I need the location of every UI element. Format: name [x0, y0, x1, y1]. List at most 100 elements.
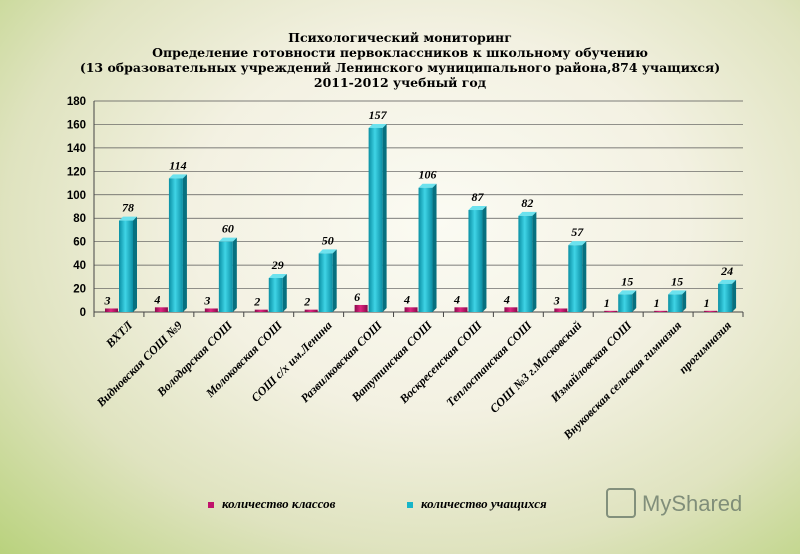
bar-students [318, 253, 333, 312]
presentation-icon [606, 488, 636, 518]
bar-students [518, 215, 533, 312]
chart-title-line-2: Определение готовности первоклассников к… [152, 45, 648, 60]
data-label-students: 87 [471, 190, 484, 204]
y-tick-label: 60 [73, 237, 86, 249]
bar-students [468, 210, 483, 312]
watermark: MyShared [606, 488, 743, 520]
watermark-text: MyShared [642, 490, 743, 516]
y-tick-label: 120 [67, 166, 86, 178]
bar-classes [254, 309, 268, 312]
chart-title: Психологический мониторинг Определение г… [0, 30, 800, 90]
bar-classes [504, 307, 518, 312]
data-label-students: 60 [222, 222, 234, 236]
bar-students-side [282, 274, 287, 312]
bar-students-top [668, 290, 687, 295]
y-tick-label: 0 [80, 307, 86, 319]
bar-classes [404, 307, 418, 312]
x-tick-label: ВХТЛ [102, 318, 135, 351]
data-label-classes: 4 [403, 292, 410, 306]
data-label-students: 114 [169, 158, 186, 172]
legend-item-classes: количество классов [208, 496, 335, 512]
bar-students-side [582, 241, 587, 312]
bar-students-top [618, 290, 637, 295]
data-label-classes: 4 [503, 292, 510, 306]
data-label-students: 106 [419, 168, 437, 182]
x-tick-label: Теплостанская СОШ [443, 318, 534, 409]
bar-students [268, 278, 283, 312]
legend-swatch-classes [208, 502, 214, 509]
data-label-students: 57 [571, 225, 584, 239]
y-tick-label: 140 [67, 143, 86, 155]
x-tick-label: СОШ №3 г.Московский [487, 318, 585, 416]
data-label-classes: 1 [604, 296, 610, 310]
bar-students-top [468, 206, 487, 211]
bar-students-side [382, 123, 387, 312]
data-label-classes: 1 [654, 296, 660, 310]
y-tick-label: 80 [73, 213, 86, 225]
bar-students-side [732, 279, 737, 312]
bar-classes [704, 310, 718, 312]
chart-title-line-1: Психологический мониторинг [288, 30, 512, 45]
bar-classes [304, 309, 318, 312]
bar-students [618, 294, 633, 312]
bar-students-top [718, 279, 737, 284]
bar-students-side [532, 211, 537, 312]
y-tick-label: 20 [73, 284, 86, 296]
bar-students-top [218, 237, 237, 242]
bar-students [568, 245, 583, 312]
bar-students [218, 241, 233, 312]
bar-students [368, 127, 383, 312]
legend-label-students: количество учащихся [421, 496, 547, 511]
bar-students-top [268, 274, 287, 279]
bar-students-side [332, 249, 337, 312]
data-label-classes: 3 [104, 293, 111, 307]
bar-classes [105, 308, 118, 312]
data-label-students: 157 [369, 108, 388, 122]
bar-classes [654, 310, 668, 312]
bar-students-top [318, 249, 337, 254]
bar-students-side [432, 183, 437, 312]
y-tick-label: 160 [67, 119, 86, 131]
bar-students-top [168, 174, 187, 179]
bar-classes [554, 308, 568, 312]
data-label-students: 82 [521, 196, 533, 210]
data-label-students: 24 [720, 264, 733, 278]
data-label-students: 15 [671, 274, 683, 288]
y-tick-label: 40 [73, 260, 86, 272]
bar-students-top [568, 241, 587, 246]
bar-students [168, 178, 183, 312]
bar-students [718, 283, 733, 312]
bar-students-top [119, 216, 137, 221]
chart-title-line-3: (13 образовательных учреждений Ленинског… [79, 60, 721, 75]
x-tick-label: Видновская СОШ №9 [93, 318, 185, 410]
x-tick-label: прогимназия [676, 318, 734, 376]
legend-item-students: количество учащихся [407, 496, 547, 512]
legend: количество классов количество учащихся [0, 496, 800, 516]
bar-classes [204, 308, 218, 312]
bar-classes [154, 307, 168, 312]
bar-students-side [232, 237, 237, 312]
data-label-students: 15 [621, 274, 633, 288]
data-label-students: 78 [122, 201, 134, 215]
legend-label-classes: количество классов [222, 496, 336, 511]
chart-title-line-4: 2011-2012 учебный год [313, 75, 487, 90]
bar-students [668, 294, 683, 312]
bar-students-side [482, 206, 487, 312]
bar-students-side [682, 290, 687, 312]
bar-classes [354, 304, 368, 312]
bar-students-side [632, 290, 637, 312]
data-label-classes: 2 [253, 295, 260, 309]
bar-students-side [133, 216, 137, 312]
legend-swatch-students [407, 502, 413, 509]
y-tick-label: 180 [67, 96, 86, 108]
bar-classes [454, 307, 468, 312]
data-label-classes: 3 [203, 293, 210, 307]
data-label-classes: 2 [303, 295, 310, 309]
x-tick-label: Измайловская СОШ [547, 318, 635, 406]
bar-students-top [518, 211, 537, 216]
y-tick-label: 100 [67, 190, 86, 202]
bar-students [418, 187, 433, 312]
data-label-classes: 1 [704, 296, 710, 310]
data-label-students: 29 [271, 258, 284, 272]
